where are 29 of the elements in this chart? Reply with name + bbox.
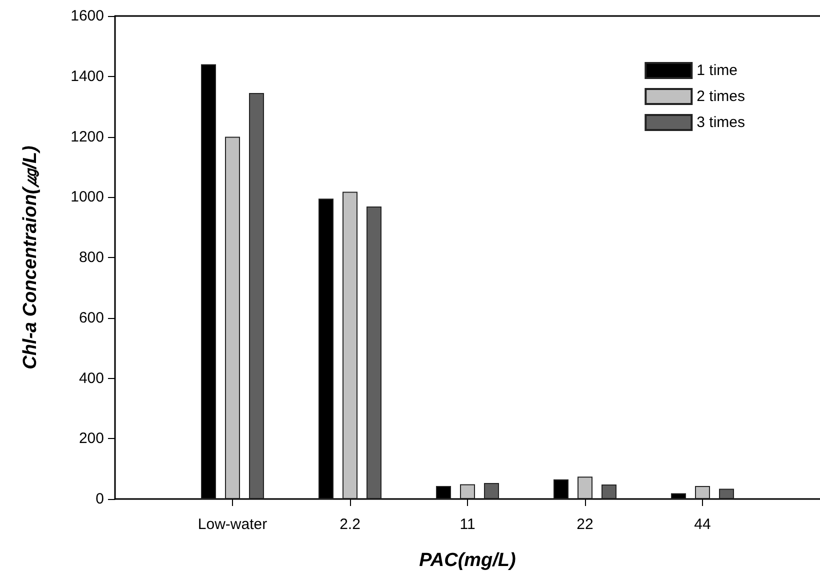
x-tick-label: 2.2 (340, 516, 360, 533)
y-tick-label: 400 (78, 370, 104, 387)
y-tick-label: 200 (78, 430, 104, 448)
x-tick-label: Low-water (198, 516, 268, 533)
bar (342, 192, 358, 499)
bar (695, 486, 710, 499)
y-tick-label: 800 (78, 249, 104, 266)
x-tick-label: 11 (460, 516, 476, 533)
bar (460, 484, 475, 499)
y-tick-label: 1400 (70, 68, 104, 85)
legend-label: 1 time (696, 62, 738, 79)
legend-label: 3 times (696, 114, 746, 131)
x-tick-label: 22 (576, 516, 594, 533)
bar (484, 483, 499, 499)
x-axis-title: PAC(mg/L) (419, 550, 516, 571)
y-tick-label: 0 (96, 490, 104, 508)
bar (249, 92, 264, 499)
y-tick-label: 1200 (70, 128, 104, 146)
bar (602, 484, 616, 499)
bar (578, 476, 592, 499)
y-axis-title: Chl-a Concentraion(㎍/L) (20, 146, 41, 370)
bar (366, 206, 382, 499)
y-tick-label: 600 (78, 309, 104, 326)
bar (719, 488, 734, 499)
x-tick-label: 44 (694, 516, 711, 533)
bar (225, 136, 240, 499)
legend-label: 2 times (696, 88, 746, 105)
y-tick-label: 1600 (70, 8, 104, 24)
y-tick-label: 1000 (70, 188, 104, 206)
